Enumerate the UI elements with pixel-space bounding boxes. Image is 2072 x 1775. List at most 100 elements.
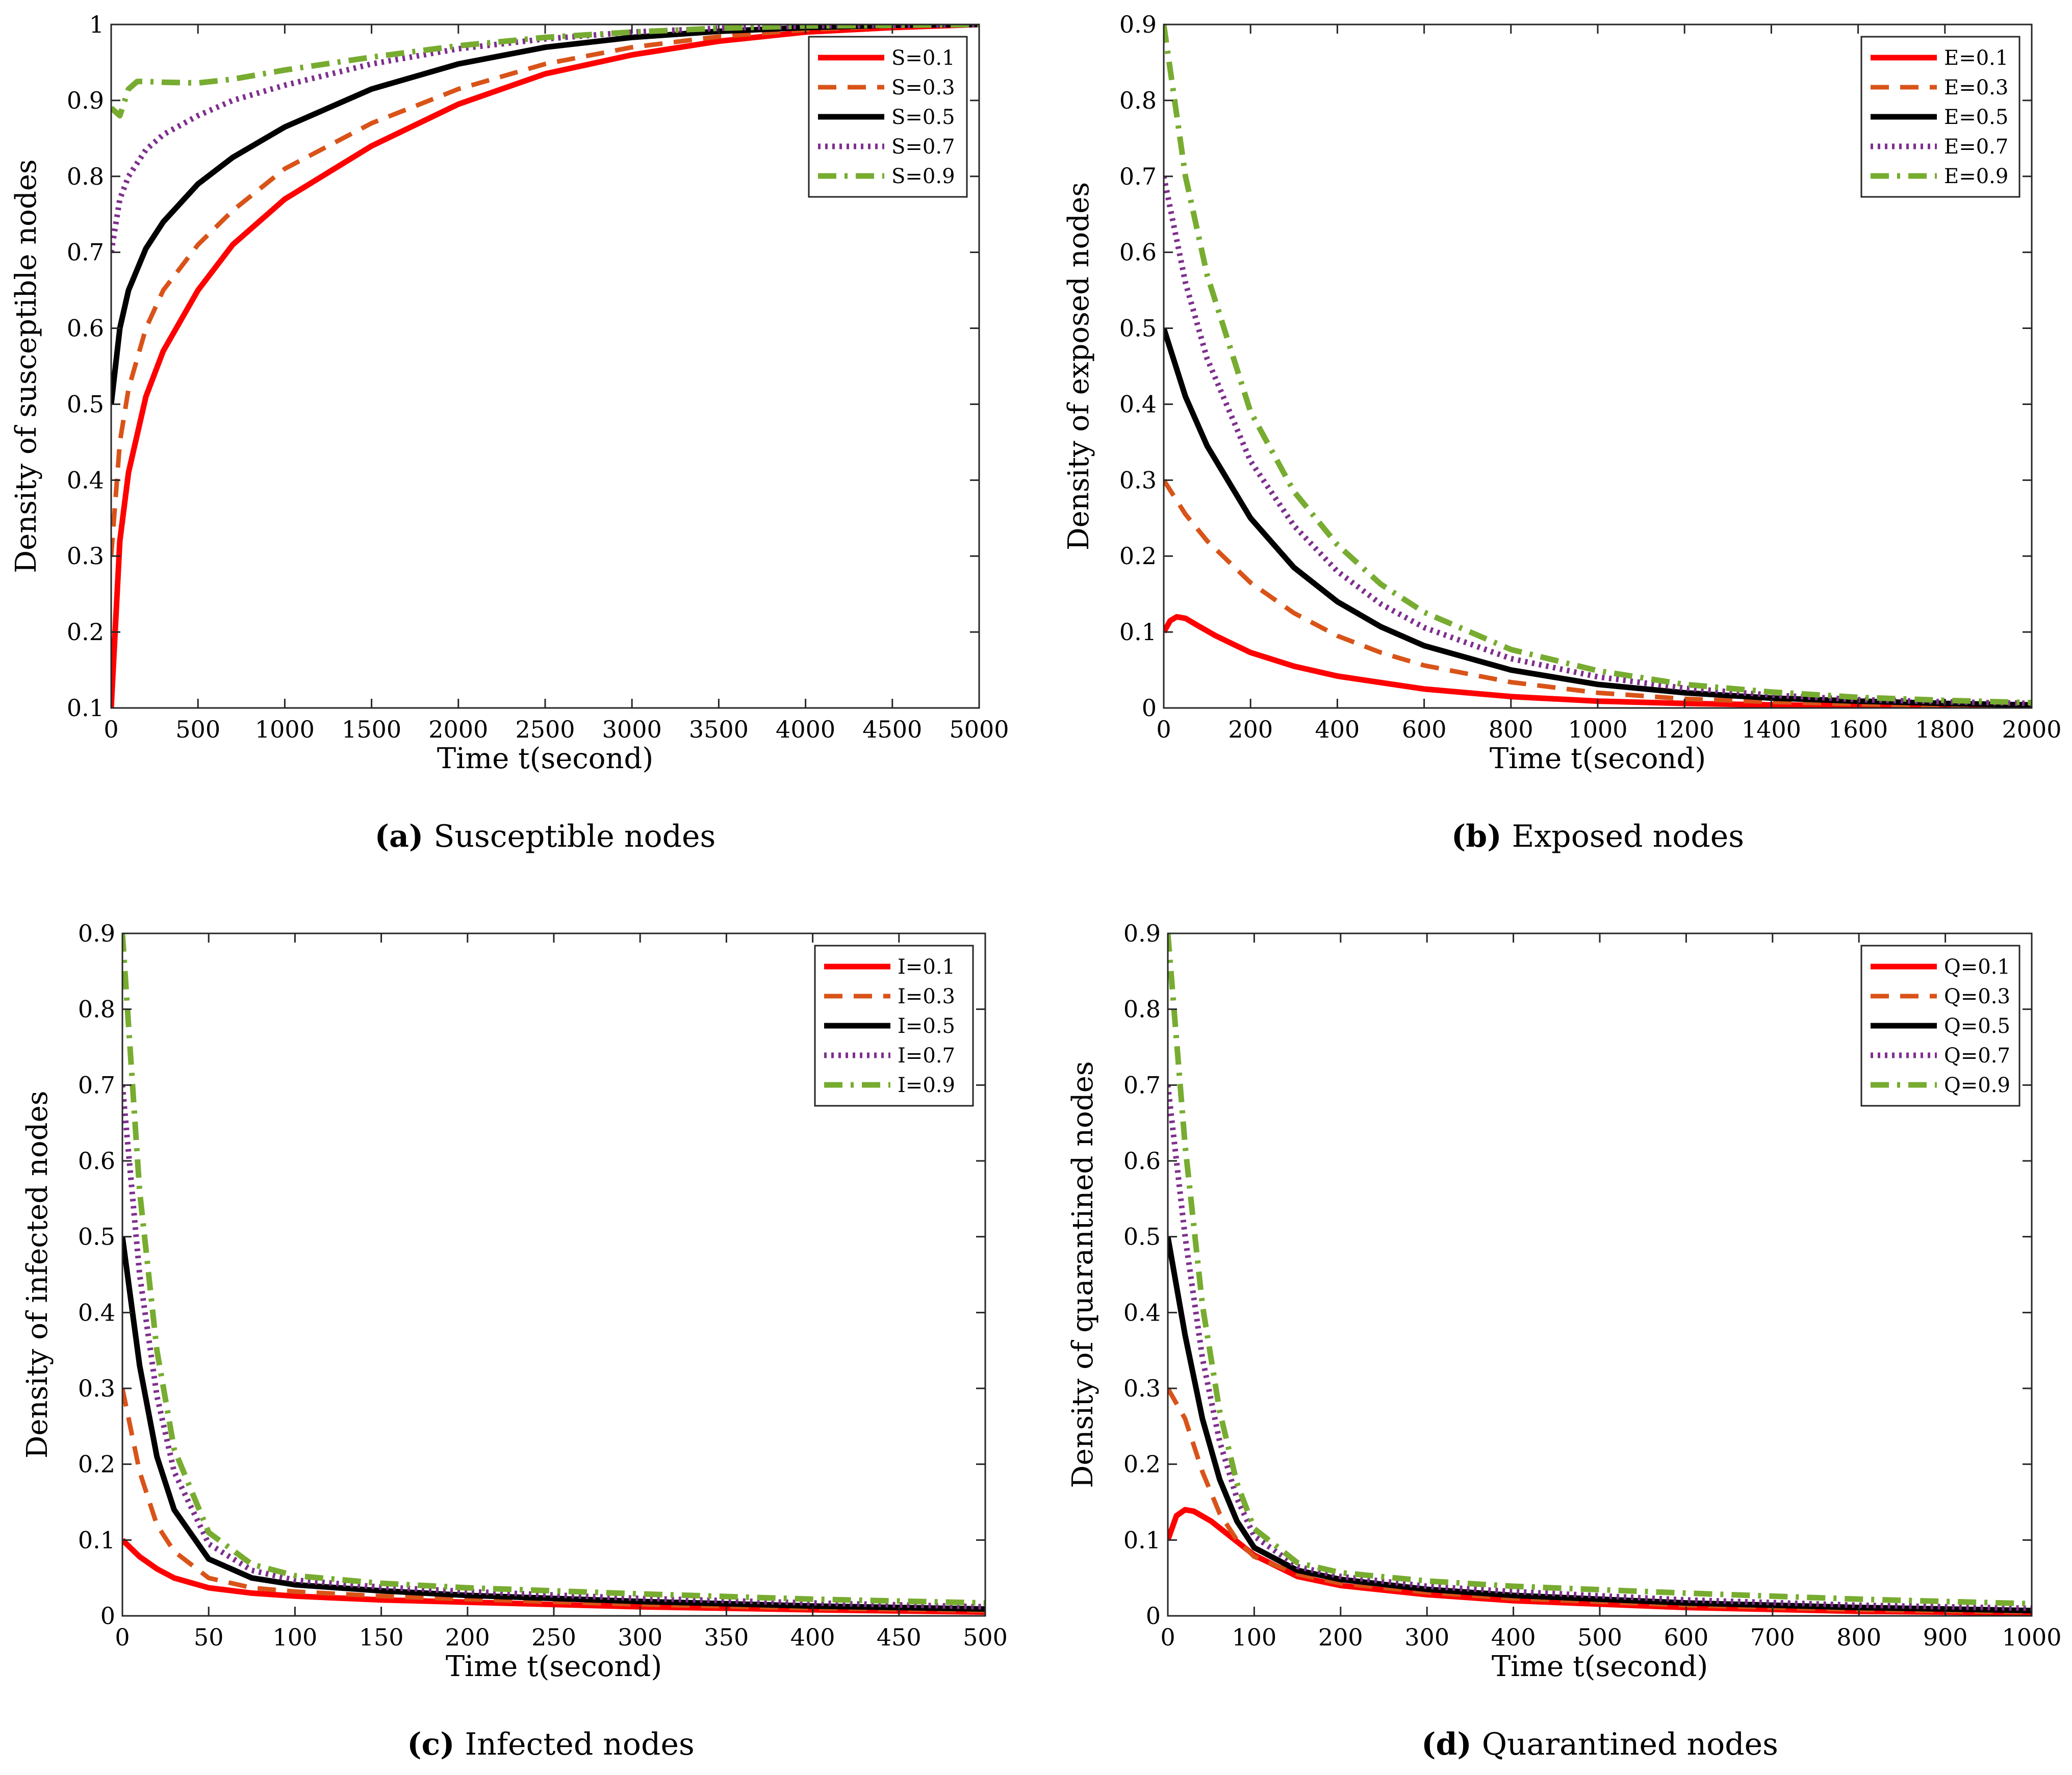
panel-caption: (d) Quarantined nodes: [1421, 1727, 1778, 1762]
x-tick-label: 500: [175, 716, 220, 743]
y-tick-label: 0.8: [1119, 87, 1157, 114]
y-tick-label: 0.7: [1119, 163, 1157, 190]
y-tick-label: 0.4: [67, 466, 104, 494]
y-tick-label: 0.4: [78, 1299, 115, 1326]
x-tick-label: 600: [1664, 1624, 1708, 1651]
x-tick-label: 500: [1577, 1624, 1622, 1651]
y-tick-label: 0.2: [1123, 1451, 1161, 1478]
x-tick-label: 300: [1404, 1624, 1449, 1651]
y-tick-label: 0: [1146, 1602, 1161, 1630]
x-tick-label: 5000: [949, 716, 1009, 743]
y-tick-label: 0.6: [1119, 239, 1157, 266]
legend: I=0.1 I=0.3 I=0.5 I=0.7 I=0.9: [814, 945, 974, 1107]
y-tick-label: 0: [100, 1602, 115, 1630]
y-tick-label: 0.6: [67, 315, 104, 342]
legend-entry-I=0.9: I=0.9: [898, 1074, 955, 1097]
y-tick-label: 0.8: [1123, 996, 1161, 1023]
x-tick-label: 800: [1836, 1624, 1881, 1651]
y-tick-label: 0.9: [78, 920, 115, 947]
legend-entry-Q=0.3: Q=0.3: [1944, 985, 2010, 1008]
x-tick-label: 2000: [2002, 716, 2061, 743]
x-tick-label: 150: [359, 1624, 404, 1651]
x-axis-label: Time t(second): [1492, 1650, 1708, 1683]
legend: Q=0.1 Q=0.3 Q=0.5 Q=0.7 Q=0.9: [1860, 945, 2020, 1107]
panel-caption: (c) Infected nodes: [407, 1727, 695, 1762]
series-line-Q=0.9: [1168, 933, 2032, 1607]
y-tick-label: 0.6: [78, 1147, 115, 1175]
series-line-E=0.1: [1164, 614, 2032, 708]
x-axis-label: Time t(second): [446, 1650, 662, 1683]
series-line-S=0.1: [111, 24, 979, 708]
series-line-E=0.5: [1164, 327, 2032, 708]
y-tick-label: 0.2: [1119, 542, 1157, 570]
legend-entry-S=0.7: S=0.7: [891, 135, 955, 159]
y-tick-label: 0.3: [78, 1375, 115, 1402]
x-tick-label: 0: [104, 716, 118, 743]
legend-entry-S=0.5: S=0.5: [891, 106, 955, 129]
series-line-I=0.5: [122, 1236, 985, 1612]
series-group: [1164, 24, 2032, 708]
legend-entry-S=0.3: S=0.3: [891, 76, 955, 99]
y-tick-label: 0.7: [78, 1071, 115, 1099]
x-tick-label: 1000: [2002, 1624, 2061, 1651]
x-tick-label: 3000: [602, 716, 662, 743]
y-tick-label: 0.6: [1123, 1147, 1161, 1175]
x-tick-label: 1500: [342, 716, 401, 743]
x-tick-label: 250: [531, 1624, 576, 1651]
x-tick-label: 200: [1228, 716, 1273, 743]
y-tick-label: 0.5: [1123, 1223, 1161, 1251]
x-axis-label: Time t(second): [437, 742, 653, 775]
legend-entry-Q=0.7: Q=0.7: [1944, 1044, 2010, 1068]
caption-title: Susceptible nodes: [433, 819, 715, 854]
legend-entry-S=0.9: S=0.9: [891, 165, 955, 188]
y-tick-label: 0.2: [78, 1451, 115, 1478]
x-tick-label: 200: [445, 1624, 490, 1651]
series-line-I=0.3: [122, 1388, 985, 1613]
legend-entry-E=0.3: E=0.3: [1944, 76, 2008, 99]
x-tick-label: 2000: [428, 716, 488, 743]
y-tick-label: 0.7: [67, 239, 104, 266]
series-group: [111, 24, 979, 708]
y-tick-label: 0.3: [1119, 466, 1157, 494]
legend-entry-I=0.7: I=0.7: [898, 1044, 955, 1068]
panel-caption: (a) Susceptible nodes: [375, 819, 716, 854]
series-line-S=0.9: [111, 24, 979, 119]
series-line-I=0.1: [122, 1538, 985, 1615]
y-tick-label: 0.1: [1123, 1526, 1161, 1554]
x-tick-label: 0: [115, 1624, 130, 1651]
caption-letter: (d): [1421, 1727, 1472, 1762]
series-line-S=0.7: [111, 24, 979, 253]
y-tick-label: 0.1: [1119, 618, 1157, 646]
x-tick-label: 400: [1315, 716, 1360, 743]
x-tick-label: 1000: [255, 716, 315, 743]
caption-title: Exposed nodes: [1512, 819, 1744, 854]
chart-panel-c: 0 50 100 150 200 250 300 350 400 450 500 0 0.1 0.2 0.3…: [21, 920, 1008, 1762]
x-tick-label: 0: [1160, 1624, 1175, 1651]
legend: E=0.1 E=0.3 E=0.5 E=0.7 E=0.9: [1860, 36, 2020, 198]
x-tick-label: 0: [1156, 716, 1171, 743]
series-line-I=0.7: [122, 1084, 985, 1610]
y-tick-label: 0.5: [78, 1223, 115, 1251]
x-tick-label: 500: [963, 1624, 1008, 1651]
caption-letter: (a): [375, 819, 424, 854]
y-tick-label: 1: [89, 11, 104, 38]
x-tick-label: 900: [1923, 1624, 1968, 1651]
legend-entry-S=0.1: S=0.1: [891, 46, 955, 70]
series-line-Q=0.7: [1168, 1084, 2032, 1611]
x-tick-label: 200: [1318, 1624, 1363, 1651]
legend-entry-I=0.1: I=0.1: [898, 955, 955, 979]
caption-title: Infected nodes: [465, 1727, 695, 1762]
y-axis-label: Density of susceptible nodes: [10, 159, 43, 573]
x-axis-label: Time t(second): [1490, 742, 1706, 775]
legend-entry-E=0.5: E=0.5: [1944, 106, 2008, 129]
panel-caption: (b) Exposed nodes: [1451, 819, 1744, 854]
y-tick-label: 0.1: [78, 1526, 115, 1554]
y-tick-label: 0: [1142, 694, 1157, 722]
series-line-Q=0.5: [1168, 1236, 2032, 1614]
x-tick-label: 1600: [1828, 716, 1888, 743]
legend-entry-E=0.7: E=0.7: [1944, 135, 2008, 159]
x-tick-label: 400: [1491, 1624, 1536, 1651]
x-tick-label: 400: [790, 1624, 835, 1651]
y-tick-label: 0.4: [1123, 1299, 1161, 1326]
